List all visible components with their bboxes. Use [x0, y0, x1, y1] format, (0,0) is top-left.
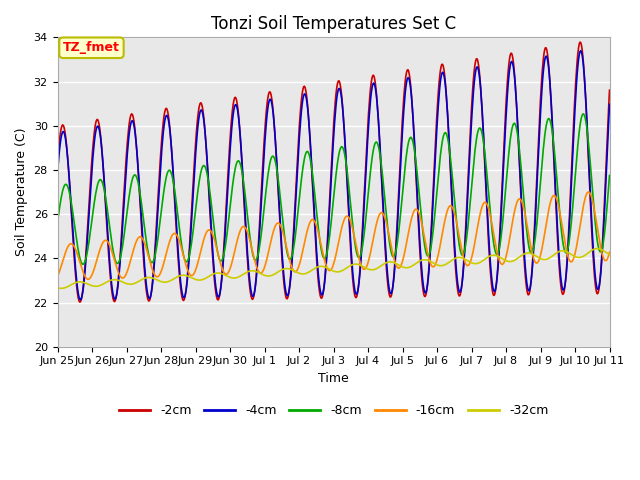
-8cm — [391, 252, 399, 257]
Line: -16cm: -16cm — [58, 192, 609, 279]
-8cm — [79, 262, 86, 267]
-32cm — [54, 285, 61, 291]
-4cm — [577, 48, 584, 54]
-2cm — [76, 299, 84, 305]
Title: Tonzi Soil Temperatures Set C: Tonzi Soil Temperatures Set C — [211, 15, 456, 33]
-8cm — [605, 172, 613, 178]
-16cm — [605, 249, 613, 255]
-2cm — [576, 39, 584, 45]
-2cm — [119, 206, 127, 212]
-2cm — [248, 296, 255, 301]
-16cm — [54, 274, 61, 279]
Line: -4cm: -4cm — [58, 51, 609, 300]
-16cm — [248, 246, 255, 252]
-8cm — [119, 240, 127, 246]
-8cm — [422, 250, 430, 255]
-4cm — [269, 107, 276, 112]
Line: -32cm: -32cm — [58, 249, 609, 288]
-8cm — [248, 247, 255, 252]
-4cm — [221, 241, 228, 247]
-32cm — [605, 252, 613, 257]
Y-axis label: Soil Temperature (C): Soil Temperature (C) — [15, 128, 28, 256]
-8cm — [269, 153, 276, 159]
Text: TZ_fmet: TZ_fmet — [63, 41, 120, 54]
-2cm — [269, 104, 276, 109]
-4cm — [248, 292, 255, 298]
-16cm — [221, 270, 228, 276]
-4cm — [77, 297, 84, 303]
X-axis label: Time: Time — [318, 372, 349, 385]
-2cm — [422, 292, 430, 298]
-32cm — [422, 257, 430, 263]
-32cm — [248, 268, 255, 274]
-4cm — [422, 289, 430, 295]
-2cm — [54, 159, 61, 165]
-32cm — [269, 272, 276, 278]
-32cm — [58, 286, 65, 291]
-8cm — [54, 219, 61, 225]
-32cm — [391, 260, 399, 266]
-16cm — [391, 259, 399, 265]
-16cm — [119, 275, 127, 281]
-32cm — [593, 246, 601, 252]
-4cm — [119, 216, 127, 221]
-8cm — [221, 248, 228, 254]
-16cm — [84, 276, 92, 282]
-16cm — [585, 189, 593, 195]
-2cm — [605, 87, 613, 93]
-2cm — [221, 234, 228, 240]
-32cm — [221, 272, 228, 278]
Line: -2cm: -2cm — [58, 42, 609, 302]
-8cm — [580, 111, 588, 117]
-4cm — [391, 261, 399, 267]
-16cm — [422, 242, 430, 248]
Legend: -2cm, -4cm, -8cm, -16cm, -32cm: -2cm, -4cm, -8cm, -16cm, -32cm — [114, 399, 554, 422]
-32cm — [119, 279, 127, 285]
Line: -8cm: -8cm — [58, 114, 609, 264]
-4cm — [54, 169, 61, 175]
-16cm — [269, 231, 276, 237]
-4cm — [605, 101, 613, 107]
-2cm — [391, 257, 399, 263]
